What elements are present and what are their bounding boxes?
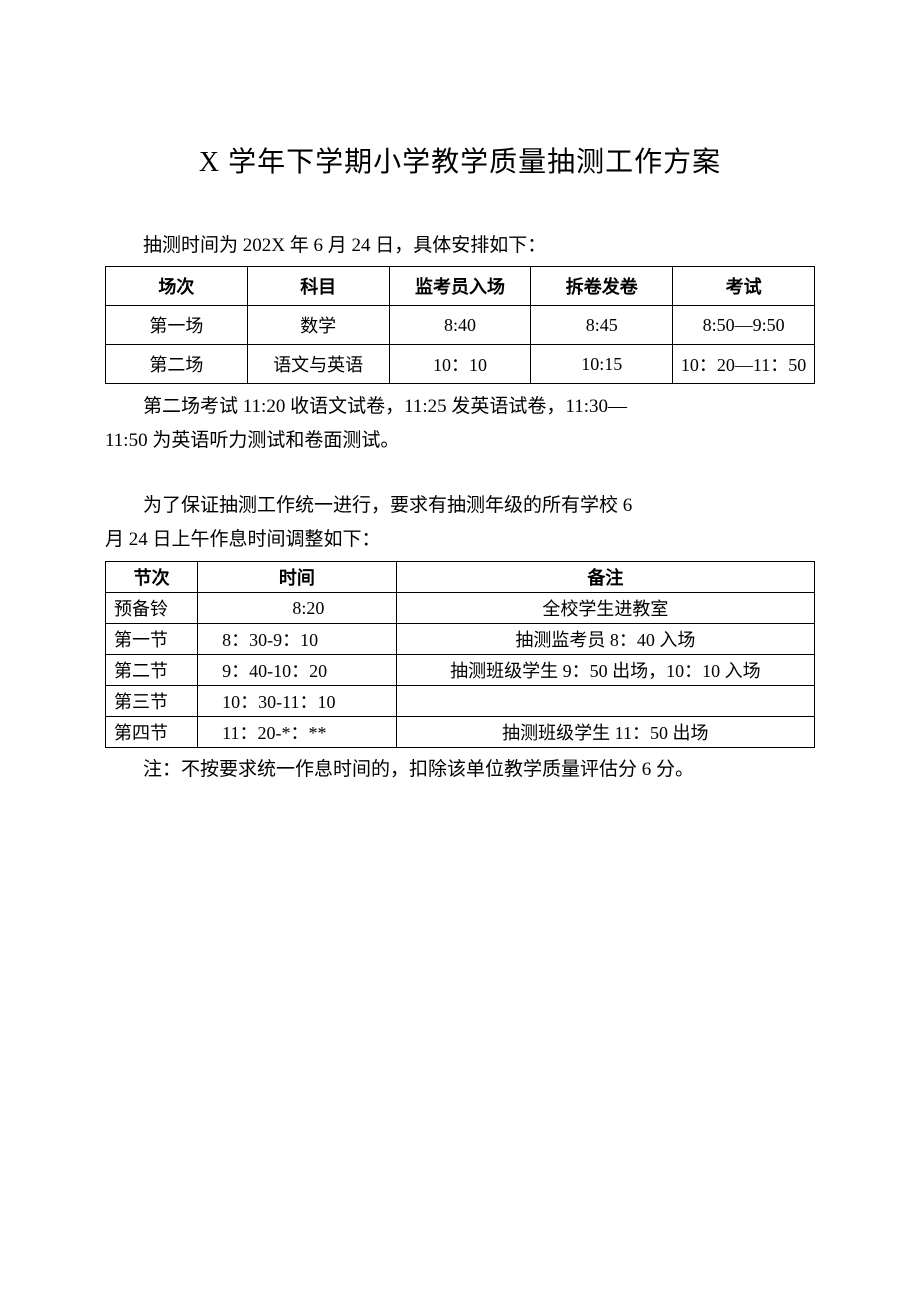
table-header: 时间 [198, 562, 397, 593]
table-cell: 第三节 [106, 686, 198, 717]
table-row: 第三节 10：30-11：10 [106, 686, 815, 717]
paragraph-2: 为了保证抽测工作统一进行，要求有抽测年级的所有学校 6 月 24 日上午作息时间… [105, 489, 815, 557]
table-header: 考试 [673, 267, 815, 306]
table-row: 第一场 数学 8:40 8:45 8:50—9:50 [106, 306, 815, 345]
table-cell: 第四节 [106, 717, 198, 748]
table-cell: 语文与英语 [247, 345, 389, 384]
table-cell: 8:20 [198, 593, 397, 624]
table-cell: 第一场 [106, 306, 248, 345]
table-cell: 8:50—9:50 [673, 306, 815, 345]
table-row: 第一节 8：30-9：10 抽测监考员 8：40 入场 [106, 624, 815, 655]
para-line: 月 24 日上午作息时间调整如下： [105, 529, 381, 550]
table-cell: 抽测班级学生 9：50 出场，10：10 入场 [396, 655, 814, 686]
table-cell: 10:15 [531, 345, 673, 384]
table-row: 预备铃 8:20 全校学生进教室 [106, 593, 815, 624]
table-header: 备注 [396, 562, 814, 593]
table-cell: 10：20—11：50 [673, 345, 815, 384]
table-cell: 全校学生进教室 [396, 593, 814, 624]
table-cell: 抽测班级学生 11：50 出场 [396, 717, 814, 748]
document-page: X 学年下学期小学教学质量抽测工作方案 抽测时间为 202X 年 6 月 24 … [0, 0, 920, 1301]
table-cell: 10：30-11：10 [198, 686, 397, 717]
table-cell: 11：20-*：** [198, 717, 397, 748]
table-cell [396, 686, 814, 717]
schedule-table-2: 节次 时间 备注 预备铃 8:20 全校学生进教室 第一节 8：30-9：10 … [105, 561, 815, 748]
table-cell: 第一节 [106, 624, 198, 655]
table-cell: 预备铃 [106, 593, 198, 624]
table-cell: 10：10 [389, 345, 531, 384]
table-header-row: 场次 科目 监考员入场 拆卷发卷 考试 [106, 267, 815, 306]
schedule-table-1: 场次 科目 监考员入场 拆卷发卷 考试 第一场 数学 8:40 8:45 8:5… [105, 266, 815, 384]
paragraph-1: 第二场考试 11:20 收语文试卷，11:25 发英语试卷，11:30— 11:… [105, 390, 815, 458]
page-title: X 学年下学期小学教学质量抽测工作方案 [105, 140, 815, 180]
table-header: 监考员入场 [389, 267, 531, 306]
table-row: 第二节 9：40-10：20 抽测班级学生 9：50 出场，10：10 入场 [106, 655, 815, 686]
table-cell: 抽测监考员 8：40 入场 [396, 624, 814, 655]
table-header-row: 节次 时间 备注 [106, 562, 815, 593]
table-cell: 8:40 [389, 306, 531, 345]
table-header: 场次 [106, 267, 248, 306]
table-row: 第二场 语文与英语 10：10 10:15 10：20—11：50 [106, 345, 815, 384]
table-header: 拆卷发卷 [531, 267, 673, 306]
table-row: 第四节 11：20-*：** 抽测班级学生 11：50 出场 [106, 717, 815, 748]
para-line: 第二场考试 11:20 收语文试卷，11:25 发英语试卷，11:30— [105, 390, 815, 424]
para-line: 11:50 为英语听力测试和卷面测试。 [105, 430, 399, 451]
intro-text: 抽测时间为 202X 年 6 月 24 日，具体安排如下： [105, 230, 815, 262]
para-line: 为了保证抽测工作统一进行，要求有抽测年级的所有学校 6 [105, 489, 815, 523]
table-header: 节次 [106, 562, 198, 593]
table-cell: 第二场 [106, 345, 248, 384]
table-header: 科目 [247, 267, 389, 306]
table-cell: 第二节 [106, 655, 198, 686]
table-cell: 8：30-9：10 [198, 624, 397, 655]
table-cell: 8:45 [531, 306, 673, 345]
table-cell: 9：40-10：20 [198, 655, 397, 686]
table-cell: 数学 [247, 306, 389, 345]
footnote: 注：不按要求统一作息时间的，扣除该单位教学质量评估分 6 分。 [105, 754, 815, 781]
